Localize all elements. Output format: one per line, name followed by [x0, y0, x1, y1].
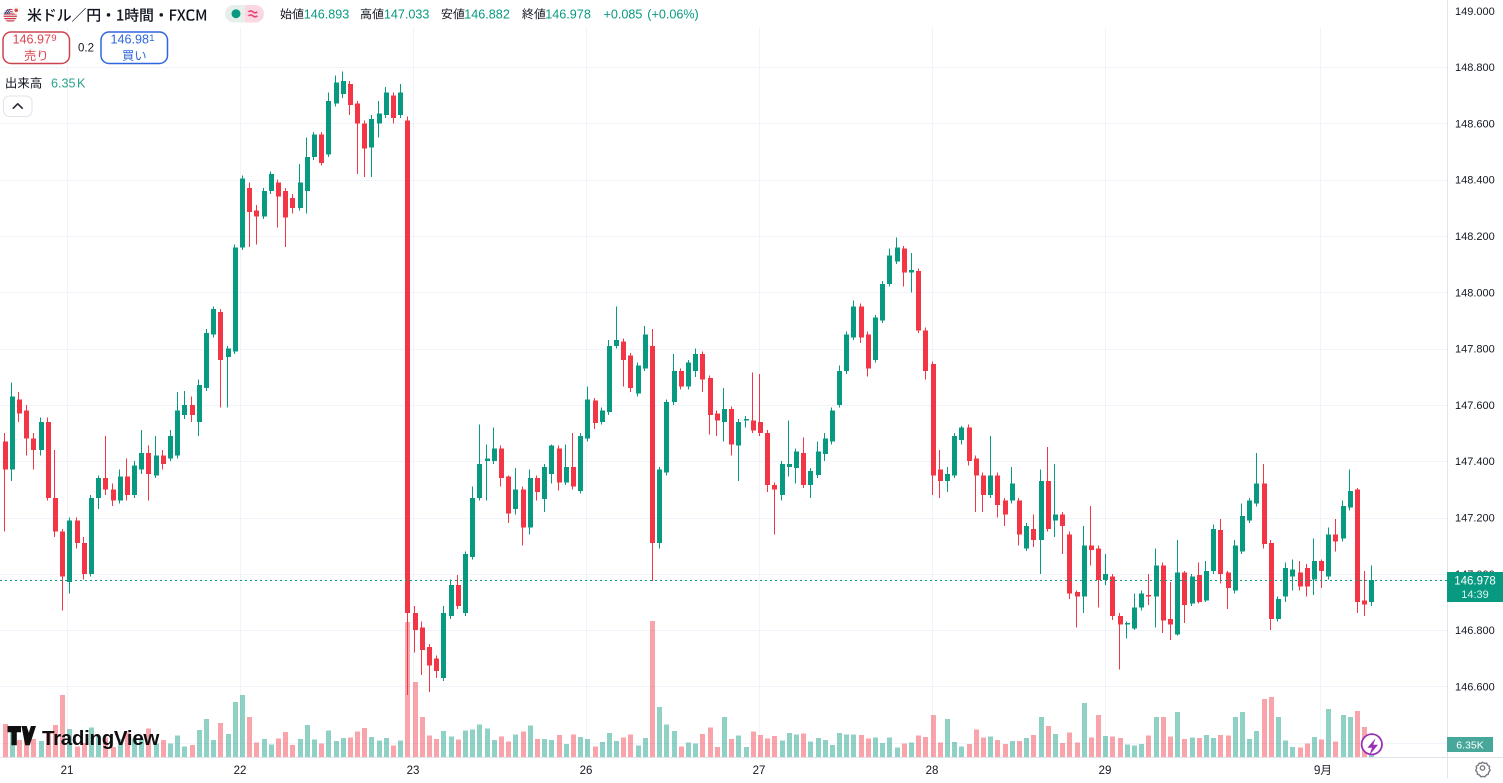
svg-text:14:39: 14:39: [1461, 589, 1489, 601]
svg-text:6.35K: 6.35K: [1456, 740, 1483, 752]
svg-text:147.033: 147.033: [384, 8, 430, 22]
svg-text:148.200: 148.200: [1455, 231, 1495, 243]
svg-text:(+0.06%): (+0.06%): [647, 8, 698, 22]
svg-text:146.98: 146.98: [111, 32, 150, 46]
svg-text:6.35K: 6.35K: [51, 77, 86, 91]
svg-text:148.600: 148.600: [1455, 118, 1495, 130]
svg-text:22: 22: [234, 765, 247, 777]
svg-text:147.200: 147.200: [1455, 513, 1495, 525]
svg-text:148.800: 148.800: [1455, 62, 1495, 74]
svg-text:146.978: 146.978: [1454, 576, 1496, 588]
svg-text:+0.085: +0.085: [604, 8, 643, 22]
svg-text:TradingView: TradingView: [42, 727, 159, 750]
svg-text:146.882: 146.882: [464, 8, 510, 22]
svg-text:21: 21: [61, 765, 74, 777]
svg-text:147.800: 147.800: [1455, 344, 1495, 356]
svg-text:1: 1: [149, 33, 154, 44]
svg-text:23: 23: [407, 765, 420, 777]
svg-text:148.000: 148.000: [1455, 287, 1495, 299]
svg-text:147.600: 147.600: [1455, 400, 1495, 412]
svg-text:0.2: 0.2: [78, 43, 94, 55]
svg-text:146.800: 146.800: [1455, 625, 1495, 637]
svg-text:146.600: 146.600: [1455, 681, 1495, 693]
svg-text:146.893: 146.893: [304, 8, 350, 22]
svg-text:26: 26: [580, 765, 593, 777]
svg-text:28: 28: [926, 765, 939, 777]
svg-text:27: 27: [753, 765, 766, 777]
svg-text:9: 9: [51, 33, 56, 44]
svg-text:148.400: 148.400: [1455, 175, 1495, 187]
svg-text:147.400: 147.400: [1455, 456, 1495, 468]
svg-text:149.000: 149.000: [1455, 6, 1495, 18]
svg-text:29: 29: [1099, 765, 1112, 777]
svg-text:146.978: 146.978: [545, 8, 591, 22]
svg-text:146.97: 146.97: [13, 32, 52, 46]
